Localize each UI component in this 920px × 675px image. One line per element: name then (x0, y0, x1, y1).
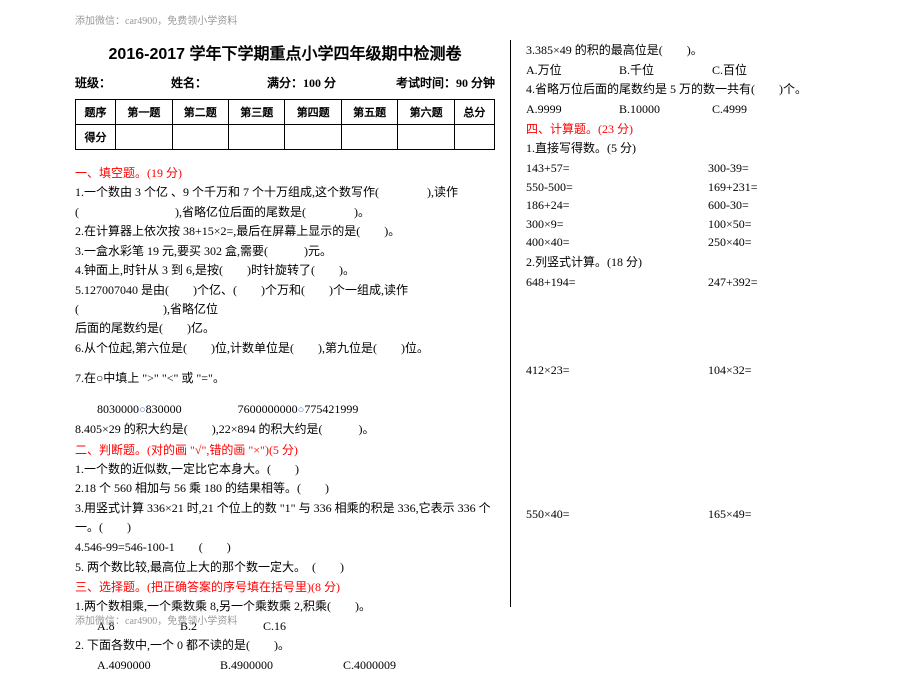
q1-2: 2.在计算器上依次按 38+15×2=,最后在屏幕上显示的是( )。 (75, 222, 495, 241)
th-q5: 第五题 (341, 100, 397, 125)
th-q6: 第六题 (398, 100, 454, 125)
q2-3a: 3.用竖式计算 336×21 时,21 个位上的数 "1" 与 336 相乘的积… (75, 499, 495, 518)
opt-c: C.4000009 (343, 658, 396, 672)
table-row: 题序 第一题 第二题 第三题 第四题 第五题 第六题 总分 (76, 100, 495, 125)
vcalc-b1: 412×23= (526, 361, 708, 380)
sec4-sub2: 2.列竖式计算。(18 分) (526, 253, 890, 272)
calc-c1: 186+24= (526, 196, 708, 215)
calc-c2: 600-30= (708, 196, 890, 215)
th-q4: 第四题 (285, 100, 341, 125)
time-label: 考试时间：90 分钟 (396, 74, 495, 91)
q3-4: 4.省略万位后面的尾数约是 5 万的数一共有( )个。 (526, 80, 890, 99)
calc-row: 143+57= 300-39= (526, 159, 890, 178)
section2-head: 二、判断题。(对的画 "√",错的画 "×")(5 分) (75, 441, 495, 458)
td-blank (172, 125, 228, 150)
th-score: 得分 (76, 125, 116, 150)
th-total: 总分 (454, 100, 494, 125)
table-row: 得分 (76, 125, 495, 150)
q3-2-opts: A.4090000 B.4900000 C.4000009 (75, 656, 495, 675)
th-q1: 第一题 (116, 100, 172, 125)
q2-4: 4.546-99=546-100-1 ( ) (75, 538, 495, 557)
q1-5b: 后面的尾数约是( )亿。 (75, 319, 495, 338)
circle-icon: ○ (139, 404, 146, 416)
th-seq: 题序 (76, 100, 116, 125)
q3-2: 2. 下面各数中,一个 0 都不读的是( )。 (75, 636, 495, 655)
cmp-a-l: 8030000 (97, 402, 139, 416)
calc-b1: 550-500= (526, 178, 708, 197)
calc-row: 400×40= 250×40= (526, 233, 890, 252)
td-blank (398, 125, 454, 150)
cmp-b-r: 775421999 (304, 402, 358, 416)
watermark-top: 添加微信：car4900，免费领小学资料 (75, 12, 237, 27)
cmp-a-r: 830000 (146, 402, 182, 416)
vcalc-row: 648+194= 247+392= (526, 273, 890, 292)
class-label: 班级： (75, 74, 111, 91)
section4-head: 四、计算题。(23 分) (526, 120, 890, 137)
q1-5a: 5.127007040 是由( )个亿、( )个万和( )个一组成,读作( ),… (75, 281, 495, 318)
q2-3b: 一。( ) (75, 518, 495, 537)
opt-a: A.万位 (526, 61, 616, 80)
fullscore-label: 满分：100 分 (267, 74, 336, 91)
score-table: 题序 第一题 第二题 第三题 第四题 第五题 第六题 总分 得分 (75, 99, 495, 150)
td-blank (229, 125, 285, 150)
sec4-sub1: 1.直接写得数。(5 分) (526, 139, 890, 158)
vcalc-row: 412×23= 104×32= (526, 361, 890, 380)
opt-b: B.4900000 (220, 656, 340, 675)
q1-1b: ( ),省略亿位后面的尾数是( )。 (75, 203, 495, 222)
q1-7-compare: 8030000○830000 7600000000○775421999 (75, 400, 495, 419)
q1-8: 8.405×29 的积大约是( ),22×894 的积大约是( )。 (75, 420, 495, 439)
cmp-b-l: 7600000000 (238, 402, 298, 416)
td-blank (285, 125, 341, 150)
section1-head: 一、填空题。(19 分) (75, 164, 495, 181)
vcalc-c2: 165×49= (708, 505, 890, 524)
opt-c: C.4999 (712, 102, 747, 116)
q1-3: 3.一盒水彩笔 19 元,要买 302 盒,需要( )元。 (75, 242, 495, 261)
page-content: 2016-2017 学年下学期重点小学四年级期中检测卷 班级： 姓名： 满分：1… (75, 40, 890, 607)
td-blank (341, 125, 397, 150)
vcalc-a1: 648+194= (526, 273, 708, 292)
q2-2: 2.18 个 560 相加与 56 乘 180 的结果相等。( ) (75, 479, 495, 498)
calc-e1: 400×40= (526, 233, 708, 252)
calc-row: 550-500= 169+231= (526, 178, 890, 197)
q1-6: 6.从个位起,第六位是( )位,计数单位是( ),第九位是( )位。 (75, 339, 495, 358)
vcalc-row: 550×40= 165×49= (526, 505, 890, 524)
calc-d1: 300×9= (526, 215, 708, 234)
q1-1a: 1.一个数由 3 个亿 、9 个千万和 7 个十万组成,这个数写作( ),读作 (75, 183, 495, 202)
exam-title: 2016-2017 学年下学期重点小学四年级期中检测卷 (75, 40, 495, 64)
vcalc-a2: 247+392= (708, 273, 890, 292)
vcalc-c1: 550×40= (526, 505, 708, 524)
calc-a2: 300-39= (708, 159, 890, 178)
calc-row: 300×9= 100×50= (526, 215, 890, 234)
td-blank (116, 125, 172, 150)
opt-a: A.9999 (526, 100, 616, 119)
section3-head: 三、选择题。(把正确答案的序号填在括号里)(8 分) (75, 578, 495, 595)
q1-4: 4.钟面上,时针从 3 到 6,是按( )时针旋转了( )。 (75, 261, 495, 280)
q2-1: 1.一个数的近似数,一定比它本身大。( ) (75, 460, 495, 479)
calc-a1: 143+57= (526, 159, 708, 178)
opt-b: B.千位 (619, 61, 709, 80)
name-label: 姓名： (171, 74, 207, 91)
column-left: 2016-2017 学年下学期重点小学四年级期中检测卷 班级： 姓名： 满分：1… (75, 40, 510, 607)
q3-3-opts: A.万位 B.千位 C.百位 (526, 61, 890, 80)
td-blank (454, 125, 494, 150)
opt-a: A.4090000 (97, 656, 217, 675)
vcalc-b2: 104×32= (708, 361, 890, 380)
exam-info-row: 班级： 姓名： 满分：100 分 考试时间：90 分钟 (75, 74, 495, 91)
opt-b: B.10000 (619, 100, 709, 119)
calc-d2: 100×50= (708, 215, 890, 234)
q1-7: 7.在○中填上 ">" "<" 或 "="。 (75, 369, 495, 388)
watermark-bottom: 添加微信：car4900，免费领小学资料 (75, 612, 237, 627)
q3-4-opts: A.9999 B.10000 C.4999 (526, 100, 890, 119)
opt-c: C.百位 (712, 63, 747, 77)
opt-c: C.16 (263, 619, 286, 633)
calc-e2: 250×40= (708, 233, 890, 252)
calc-row: 186+24= 600-30= (526, 196, 890, 215)
calc-b2: 169+231= (708, 178, 890, 197)
th-q3: 第三题 (229, 100, 285, 125)
th-q2: 第二题 (172, 100, 228, 125)
q7-text: 7.在○中填上 ">" "<" 或 "="。 (75, 371, 225, 385)
q3-3: 3.385×49 的积的最高位是( )。 (526, 41, 890, 60)
q2-5: 5. 两个数比较,最高位上大的那个数一定大。 ( ) (75, 558, 495, 577)
column-right: 3.385×49 的积的最高位是( )。 A.万位 B.千位 C.百位 4.省略… (510, 40, 890, 607)
